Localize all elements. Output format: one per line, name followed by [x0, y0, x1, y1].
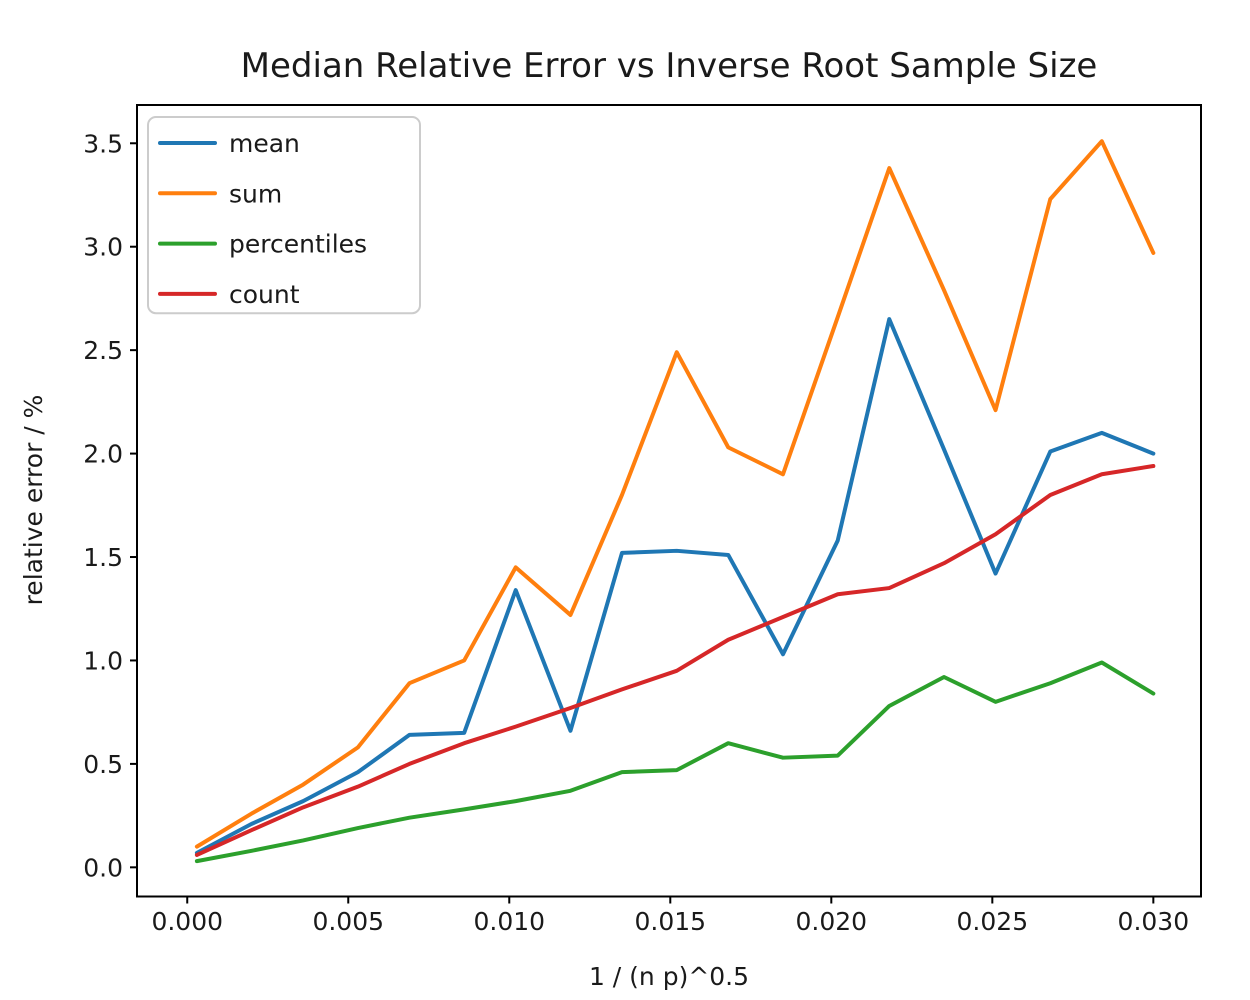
y-tick-label: 0.0: [83, 853, 123, 882]
y-tick-label: 0.5: [83, 750, 123, 779]
legend-entry-mean: mean: [158, 129, 300, 158]
x-tick-label: 0.010: [473, 907, 545, 936]
x-tick-label: 0.020: [796, 907, 868, 936]
series-line-sum: [194, 139, 1156, 849]
x-tick-label: 0.000: [151, 907, 223, 936]
x-tick-label: 0.005: [312, 907, 384, 936]
plot-area-border: [136, 104, 1202, 898]
axes-group: 0.000 0.005 0.010 0.015 0.020 0.025 0.030 0.00…: [83, 104, 1202, 936]
y-tick-label: 3.0: [83, 233, 123, 262]
chart-title: Median Relative Error vs Inverse Root Sa…: [241, 46, 1098, 86]
y-tick-label: 2.5: [83, 336, 123, 365]
x-tick-label: 0.015: [634, 907, 706, 936]
x-tick-label: 0.025: [957, 907, 1029, 936]
legend-box: [147, 116, 421, 315]
legend-label-percentiles: percentiles: [229, 230, 367, 259]
x-axis: 0.000 0.005 0.010 0.015 0.020 0.025 0.030: [151, 896, 1190, 936]
series-line-percentiles: [194, 660, 1156, 864]
y-tick-label: 1.5: [83, 543, 123, 572]
x-tick-label: 0.030: [1118, 907, 1190, 936]
y-axis-label: relative error / %: [19, 395, 48, 606]
x-axis-label: 1 / (n p)^0.5: [589, 962, 749, 991]
series-group: [194, 139, 1156, 864]
y-tick-label: 3.5: [83, 129, 123, 158]
legend-label-sum: sum: [229, 179, 282, 208]
series-line-mean: [194, 317, 1156, 855]
legend-entry-percentiles: percentiles: [158, 230, 367, 259]
legend-label-count: count: [229, 280, 300, 309]
legend-entry-sum: sum: [158, 179, 282, 208]
y-tick-label: 1.0: [83, 646, 123, 675]
legend: mean sum percentiles count: [147, 116, 421, 315]
legend-entry-count: count: [158, 280, 300, 309]
y-axis: 0.0 0.5 1.0 1.5 2.0 2.5 3.0 3.5: [83, 129, 137, 882]
series-line-count: [194, 463, 1156, 857]
legend-label-mean: mean: [229, 129, 300, 158]
y-tick-label: 2.0: [83, 440, 123, 469]
